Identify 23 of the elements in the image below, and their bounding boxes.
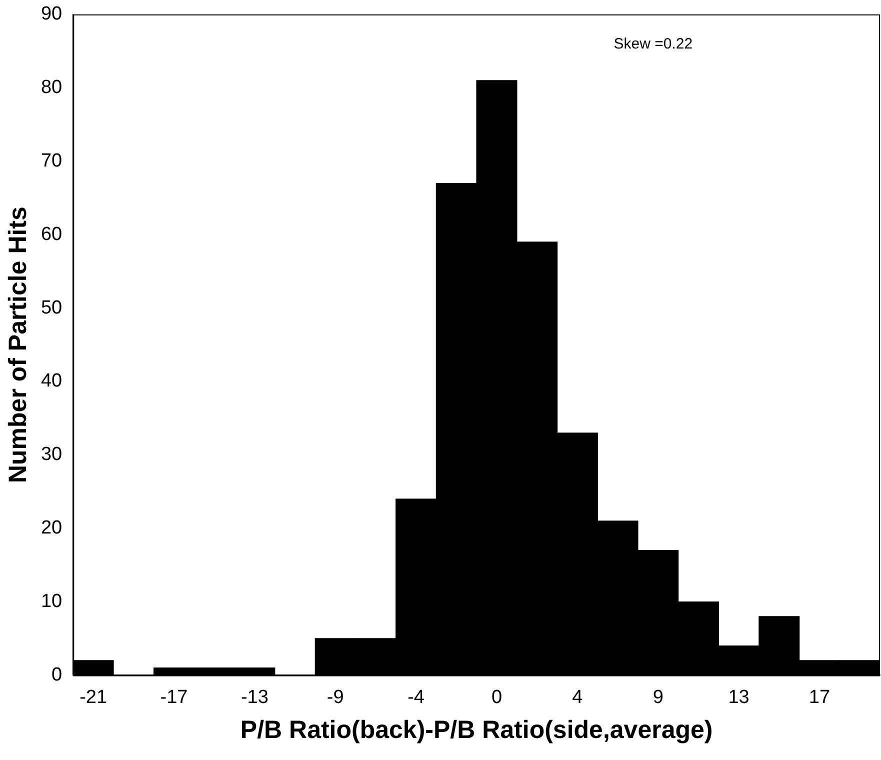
x-tick-label: 13 [728, 686, 750, 708]
y-tick-label: 60 [40, 224, 62, 245]
x-tick-label: 17 [808, 686, 830, 708]
y-tick-label: 50 [40, 297, 62, 318]
y-axis-title: Number of Particle Hits [4, 206, 32, 484]
y-tick-label: 80 [40, 77, 62, 98]
x-tick-label: -4 [408, 686, 425, 708]
y-tick-label: 20 [40, 518, 62, 539]
x-tick-label: 9 [652, 686, 664, 708]
x-tick-label: -13 [240, 686, 268, 708]
x-tick-label: 4 [572, 686, 584, 708]
y-tick-label: 90 [40, 4, 62, 25]
x-axis-title: P/B Ratio(back)-P/B Ratio(side,average) [240, 716, 713, 744]
x-tick-label: -9 [326, 686, 344, 708]
x-tick-label: -17 [160, 686, 188, 708]
y-tick-label: 40 [40, 370, 62, 392]
y-tick-label: 30 [40, 444, 62, 466]
x-tick-label: 0 [491, 686, 502, 708]
annotation: Skew =0.22 [614, 36, 693, 53]
x-tick-label: -21 [80, 686, 108, 708]
y-tick-label: 10 [40, 591, 62, 612]
y-tick-label: 0 [52, 664, 62, 686]
y-tick-label: 70 [40, 150, 62, 172]
